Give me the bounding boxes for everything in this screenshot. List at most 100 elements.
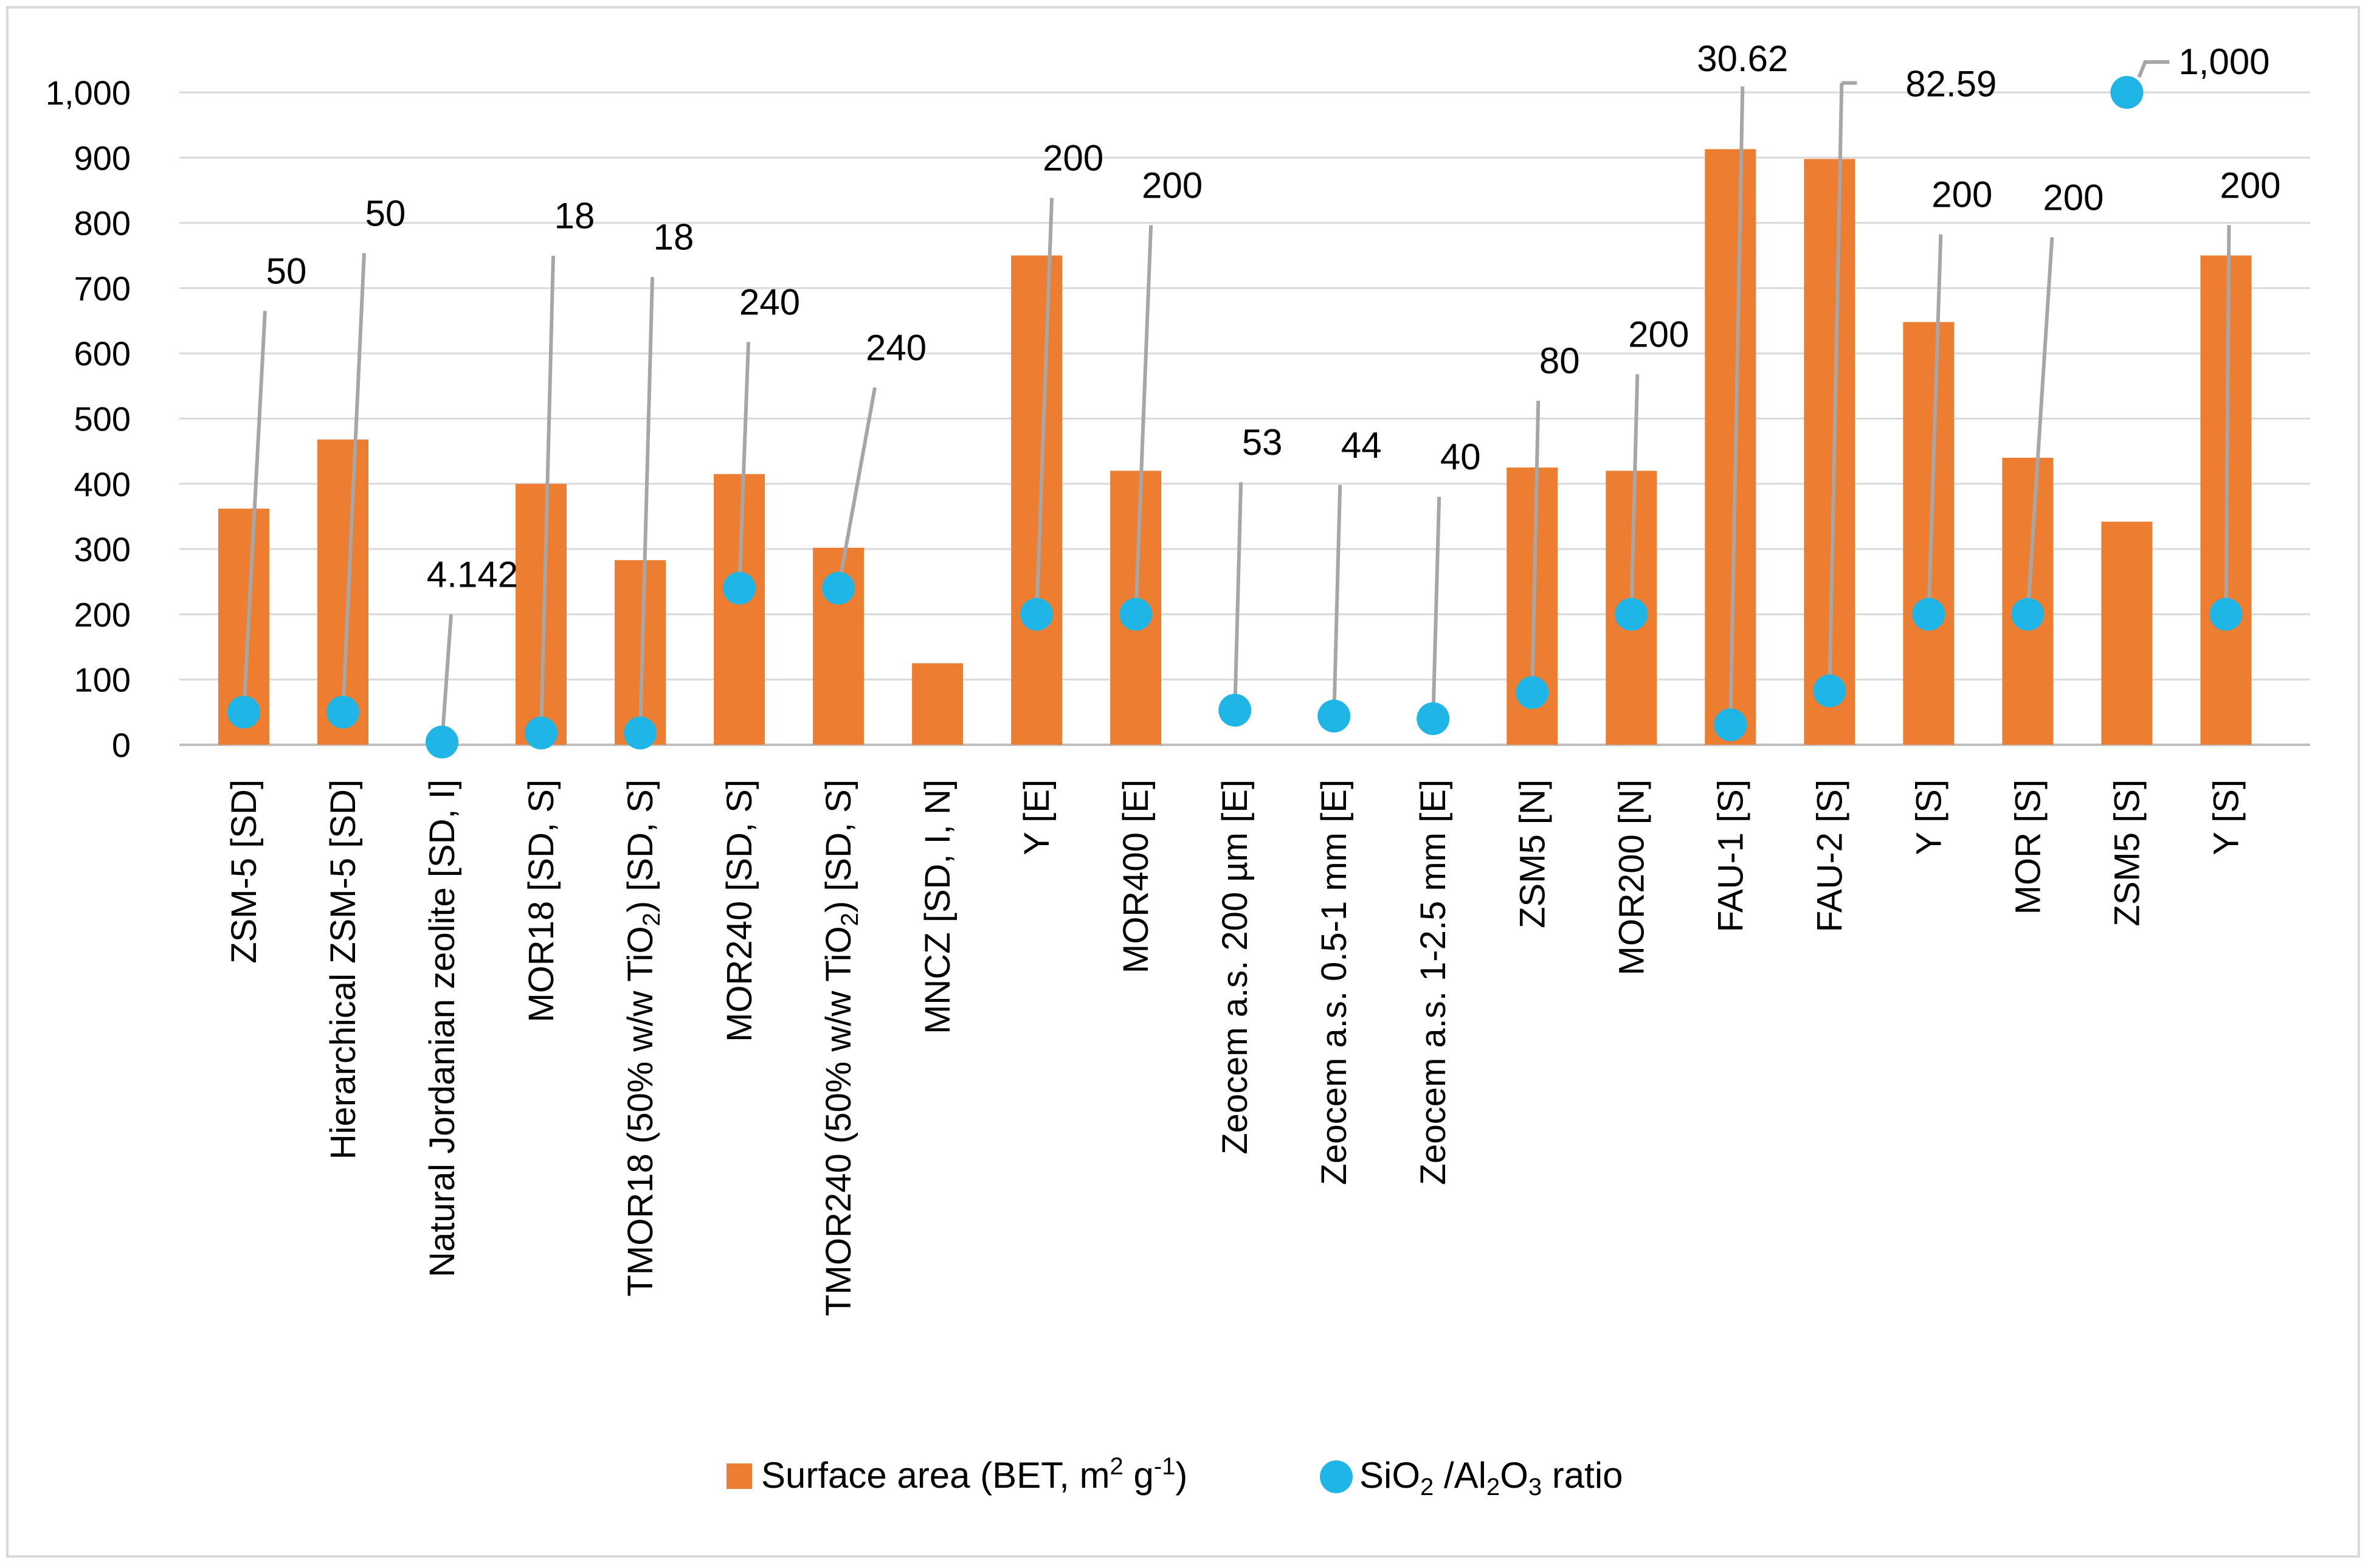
bar — [1903, 322, 1955, 745]
y-tick-label: 1,000 — [46, 74, 131, 112]
legend-swatch-bar — [726, 1463, 752, 1489]
leader-line — [737, 342, 751, 589]
x-category-label: FAU-2 [S] — [1810, 779, 1849, 932]
leader-line — [1927, 234, 1943, 615]
leader-line — [340, 253, 366, 713]
data-label: 200 — [1043, 137, 1103, 178]
leader-line — [1728, 86, 1745, 725]
leader-line — [241, 311, 267, 713]
scatter-point — [1813, 674, 1846, 708]
x-category-label: TMOR240 (50% w/w TiO2) [SD, S] — [819, 779, 863, 1316]
leader-line — [2224, 225, 2231, 615]
data-label: 82.59 — [1905, 63, 1997, 104]
data-label: 50 — [266, 250, 307, 291]
x-category-label: Natural Jordanian zeolite [SD, I] — [423, 779, 462, 1277]
y-tick-label: 0 — [112, 726, 131, 764]
bar — [2101, 522, 2153, 745]
x-category-label: Y [S] — [2206, 779, 2246, 855]
scatter-point — [1020, 598, 1054, 631]
scatter-point — [1516, 676, 1549, 710]
legend-swatch-point — [1320, 1460, 1353, 1493]
data-label: 200 — [1931, 174, 1992, 215]
x-category-label: FAU-1 [S] — [1711, 779, 1750, 932]
scatter-point — [525, 716, 558, 750]
leader-line — [1332, 485, 1342, 716]
scatter-point — [624, 716, 657, 750]
leader-line — [1827, 83, 1844, 691]
x-category-label: Zeocem a.s. 1-2.5 mm [E] — [1413, 779, 1453, 1185]
data-label: 1,000 — [2178, 41, 2269, 82]
leader-line — [1134, 225, 1153, 615]
data-label: 30.62 — [1697, 38, 1788, 79]
data-label: 18 — [554, 196, 595, 237]
data-label: 240 — [739, 281, 800, 322]
leader-line — [1233, 482, 1243, 711]
scatter-point — [822, 572, 855, 605]
leader-line — [1035, 198, 1054, 615]
x-category-label: ZSM5 [N] — [1513, 779, 1552, 928]
bar — [1011, 255, 1063, 745]
data-label: 200 — [2043, 177, 2104, 218]
y-tick-label: 600 — [74, 334, 131, 373]
scatter-point — [326, 696, 359, 729]
y-tick-label: 800 — [74, 204, 131, 243]
data-label: 80 — [1539, 340, 1580, 381]
chart-frame — [6, 6, 2360, 1558]
data-label: 200 — [1142, 165, 1203, 205]
leader-line — [539, 255, 556, 733]
x-category-label: MOR200 [N] — [1612, 779, 1651, 975]
y-tick-label: 400 — [74, 465, 131, 503]
scatter-point — [2110, 76, 2144, 109]
scatter-point — [2209, 598, 2243, 631]
x-category-label: Zeocem a.s. 200 µm [E] — [1215, 779, 1255, 1155]
data-label: 240 — [866, 327, 927, 368]
leader-line — [440, 614, 454, 742]
y-tick-label: 100 — [74, 661, 131, 699]
x-category-label: Y [E] — [1017, 779, 1057, 855]
y-tick-label: 700 — [74, 269, 131, 308]
leader-line — [1431, 496, 1441, 719]
scatter-point — [2011, 598, 2045, 631]
scatter-point — [1417, 702, 1450, 736]
x-category-label: Y [S] — [1909, 779, 1948, 855]
x-category-label: ZSM5 [S] — [2107, 779, 2147, 927]
leader-line — [2026, 237, 2054, 615]
scatter-point — [723, 572, 756, 605]
x-category-label: MNCZ [SD, I, N] — [918, 779, 958, 1034]
scatter-point — [1912, 598, 1945, 631]
scatter-point — [426, 725, 459, 759]
scatter-point — [1218, 694, 1252, 727]
scatter-point — [1119, 598, 1153, 631]
x-category-label: Zeocem a.s. 0.5-1 mm [E] — [1314, 779, 1354, 1185]
legend-label-sio2-ratio: SiO2 /Al2O3 ratio — [1359, 1455, 1623, 1501]
x-category-label: ZSM-5 [SD] — [224, 779, 264, 964]
y-tick-label: 200 — [74, 595, 131, 634]
bar — [714, 474, 765, 745]
x-category-label: TMOR18 (50% w/w TiO2) [SD, S] — [621, 779, 665, 1297]
data-label: 50 — [365, 193, 406, 233]
leader-line — [2137, 60, 2170, 78]
legend-label-surface-area: Surface area (BET, m2 g-1) — [761, 1453, 1187, 1496]
x-category-label: MOR18 [SD, S] — [522, 779, 561, 1023]
x-category-label: Hierarchical ZSM-5 [SD] — [323, 779, 363, 1159]
data-label: 4.142 — [427, 554, 518, 595]
scatter-point — [227, 696, 260, 729]
data-label: 200 — [1628, 314, 1689, 354]
x-category-label: MOR240 [SD, S] — [720, 779, 759, 1042]
scatter-point — [1317, 699, 1351, 733]
scatter-point — [1714, 708, 1747, 742]
data-label: 53 — [1242, 422, 1283, 463]
leader-line — [1629, 374, 1640, 615]
y-tick-label: 900 — [74, 139, 131, 177]
data-label: 40 — [1440, 437, 1481, 477]
leader-line — [1530, 401, 1541, 693]
scatter-point — [1615, 598, 1648, 631]
x-category-label: MOR [S] — [2008, 779, 2048, 914]
bar — [912, 663, 964, 745]
y-tick-label: 500 — [74, 400, 131, 438]
y-tick-label: 300 — [74, 530, 131, 568]
x-category-label: MOR400 [E] — [1116, 779, 1156, 973]
data-label: 200 — [2220, 165, 2280, 205]
leader-line — [638, 277, 655, 733]
